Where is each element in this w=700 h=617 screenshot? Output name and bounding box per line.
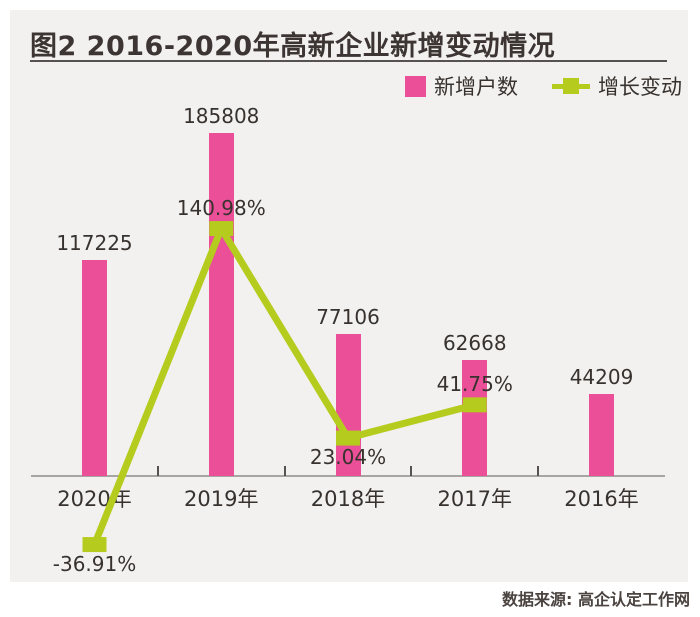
legend: 新增户数 增长变动	[0, 71, 682, 101]
x-axis-label-2016年: 2016年	[564, 487, 639, 511]
bar-2018年	[335, 333, 361, 476]
line-series-swatch-icon	[552, 75, 590, 97]
bar-series-swatch-icon	[405, 75, 426, 97]
x-axis-tick	[537, 466, 540, 476]
bar-2020年	[82, 259, 107, 476]
data-source: 数据来源: 高企认定工作网	[502, 590, 690, 609]
figure-title: 图2 2016-2020年高新企业新增变动情况	[30, 31, 556, 62]
x-axis-tick	[156, 466, 159, 476]
x-axis-label-2019年: 2019年	[184, 487, 259, 511]
x-axis-tick	[410, 466, 413, 476]
line-value-label-2017年: 41.75%	[436, 371, 513, 396]
x-axis-line	[31, 475, 665, 477]
legend-item-new-enterprises: 新增户数	[405, 71, 518, 101]
line-marker-2017年	[462, 397, 487, 413]
x-axis-tick	[283, 466, 286, 476]
line-value-label-2019年: 140.98%	[176, 195, 266, 220]
bar-value-label-2018年: 77106	[316, 304, 380, 329]
line-marker-2020年	[82, 537, 107, 553]
bar-2017年	[462, 360, 488, 476]
x-axis-label-2018年: 2018年	[310, 487, 386, 511]
legend-label-line-series: 增长变动	[598, 75, 682, 99]
bar-value-label-2017年: 62668	[442, 331, 507, 356]
bar-value-label-2016年: 44209	[569, 365, 634, 390]
chart-panel-background	[10, 10, 688, 582]
legend-item-growth-change: 增长变动	[552, 71, 682, 101]
bar-value-label-2020年: 117225	[56, 230, 133, 255]
line-value-label-2020年: -36.91%	[52, 551, 137, 576]
title-divider	[30, 60, 667, 62]
bar-2016年	[589, 394, 614, 476]
bar-2019年	[208, 133, 234, 476]
growth-line-path	[91, 220, 476, 546]
legend-label-bar-series: 新增户数	[434, 75, 518, 99]
line-value-label-2018年: 23.04%	[309, 445, 387, 470]
bar-value-label-2019年: 185808	[183, 104, 260, 128]
line-marker-2019年	[209, 221, 234, 237]
line-marker-2018年	[336, 430, 360, 446]
x-axis-label-2017年: 2017年	[437, 487, 512, 511]
